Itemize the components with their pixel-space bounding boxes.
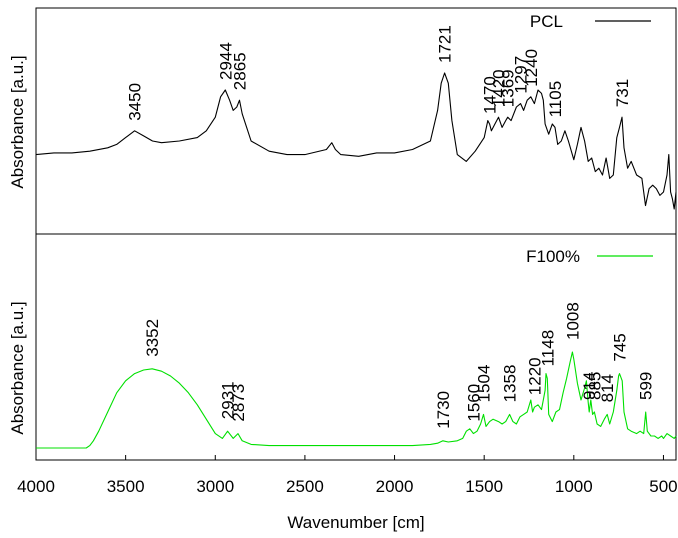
peak-label: 1420 (490, 69, 509, 107)
peak-label: 1105 (546, 81, 565, 118)
peak-label: 1240 (522, 49, 541, 87)
peak-label: 1504 (475, 365, 494, 403)
peak-label: 1470 (481, 76, 500, 114)
f100-legend: F100% (526, 247, 653, 266)
plot-area (35, 7, 677, 461)
peak-label: 1148 (538, 330, 557, 367)
f100-spectrum-line (36, 351, 677, 449)
x-tick-label: 3500 (107, 477, 145, 496)
peak-label: 2944 (216, 42, 235, 80)
peak-label: 1369 (499, 69, 518, 107)
peak-label: 1008 (563, 302, 582, 340)
legend-label-pcl: PCL (530, 12, 563, 31)
x-tick-label: 3000 (196, 477, 234, 496)
x-tick-label: 2000 (376, 477, 414, 496)
peak-label: 1297 (512, 56, 531, 94)
pcl-spectrum-line (35, 72, 677, 210)
peak-label: 2873 (229, 384, 248, 422)
x-axis-label: Wavenumber [cm] (287, 513, 424, 532)
peak-label: 731 (613, 79, 632, 107)
peak-label: 745 (611, 333, 630, 361)
peak-label: 1358 (501, 365, 520, 403)
peak-label: 1730 (434, 391, 453, 429)
x-tick-label: 2500 (286, 477, 324, 496)
pcl-legend: PCL (530, 12, 651, 31)
y-axis-label-bottom: Absorbance [a.u.] (8, 301, 27, 434)
x-tick-label: 500 (649, 477, 677, 496)
peak-label: 1560 (464, 384, 483, 422)
x-axis-ticks: 4000 3500 3000 2500 2000 1500 1000 500 (17, 455, 678, 496)
peak-label: 814 (598, 374, 617, 402)
peak-label: 885 (585, 372, 604, 400)
x-tick-label: 4000 (17, 477, 55, 496)
y-axis-label-top: Absorbance [a.u.] (8, 55, 27, 188)
legend-label-f100: F100% (526, 247, 580, 266)
peak-label: 1220 (525, 357, 544, 395)
peak-label: 1721 (436, 25, 455, 63)
peak-label: 914 (580, 372, 599, 400)
peak-label: 599 (637, 372, 656, 400)
x-tick-label: 1500 (465, 477, 503, 496)
x-tick-label: 1000 (555, 477, 593, 496)
peak-label: 2865 (231, 52, 250, 90)
peak-label: 3352 (143, 319, 162, 357)
peak-label: 3450 (126, 83, 145, 121)
peak-label: 2931 (219, 381, 238, 419)
